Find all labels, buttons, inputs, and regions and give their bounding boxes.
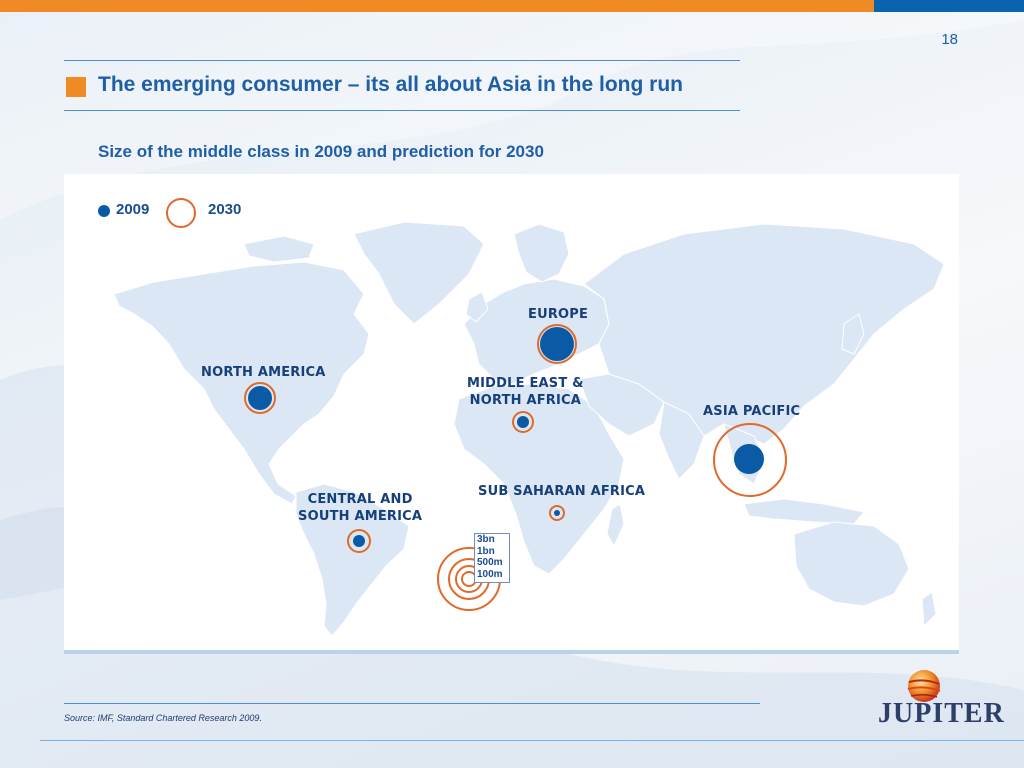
label-mena-line-2: NORTH AFRICA	[469, 393, 582, 408]
scale-legend-box: 3bn 1bn 500m 100m	[474, 533, 510, 583]
scandinavia-shape	[513, 223, 570, 283]
legend-2009-dot-icon	[98, 205, 110, 217]
madagascar-shape	[606, 503, 625, 548]
north-america-2030-ring	[244, 382, 276, 414]
top-bar-orange	[0, 0, 874, 12]
greenland-shape	[353, 221, 485, 325]
india-shape	[658, 401, 705, 480]
scale-label-1bn: 1bn	[477, 545, 495, 557]
africa-shape	[453, 383, 625, 575]
scale-label-500m: 500m	[477, 557, 503, 568]
mena-2009-dot	[517, 416, 529, 428]
source-note: Source: IMF, Standard Chartered Research…	[64, 713, 262, 723]
south-america-shape	[295, 483, 410, 637]
map-panel	[64, 174, 959, 650]
ssa-2030-ring	[549, 505, 565, 521]
label-asia-pacific-line-1: ASIA PACIFIC	[703, 404, 801, 419]
label-north-america: NORTH AMERICA	[201, 364, 326, 381]
europe-shape	[463, 278, 610, 385]
label-europe-line-1: EUROPE	[528, 307, 589, 322]
indonesia-shape	[743, 498, 865, 525]
asia-shape	[583, 223, 945, 445]
jupiter-planet-icon	[907, 670, 941, 702]
japan-shape	[841, 313, 865, 355]
north-america-shape	[113, 261, 370, 505]
label-sub-saharan-africa: SUB SAHARAN AFRICA	[478, 483, 645, 500]
top-bar-blue	[874, 0, 1024, 12]
legend-2009-label: 2009	[116, 201, 150, 218]
title-rule-bottom	[64, 110, 740, 111]
title-rule-top	[64, 60, 740, 61]
legend-2030-ring-icon	[166, 198, 196, 228]
top-accent-bar	[0, 0, 1024, 12]
arctic-islands-shape	[243, 235, 315, 263]
europe-2030-ring	[537, 324, 577, 364]
new-zealand-shape	[921, 591, 937, 628]
north-america-2009-dot	[248, 386, 272, 410]
scale-label-100m: 100m	[477, 568, 503, 580]
asia-pacific-2009-dot	[734, 444, 764, 474]
jupiter-wordmark: JUPITER	[878, 698, 1005, 729]
csa-2030-ring	[347, 529, 371, 553]
label-csa-line-1: CENTRAL AND	[307, 492, 413, 507]
label-csa-line-2: SOUTH AMERICA	[298, 509, 423, 524]
slide-subtitle: Size of the middle class in 2009 and pre…	[98, 142, 544, 161]
ssa-2009-dot	[554, 510, 560, 516]
map-panel-shadow	[64, 650, 959, 654]
europe-2009-dot	[540, 327, 574, 361]
slide-title: The emerging consumer – its all about As…	[98, 73, 683, 96]
footer-rule	[64, 703, 760, 704]
label-ssa-line-1: SUB SAHARAN AFRICA	[478, 484, 646, 499]
bottom-rule	[40, 740, 1024, 741]
label-asia-pacific: ASIA PACIFIC	[703, 403, 800, 420]
label-central-south-america: CENTRAL AND SOUTH AMERICA	[298, 491, 422, 525]
label-mena-line-1: MIDDLE EAST &	[467, 376, 584, 391]
mena-2030-ring	[512, 411, 534, 433]
asia-pacific-2030-ring	[713, 423, 787, 497]
scale-label-3bn: 3bn	[477, 534, 495, 545]
title-bullet-square	[66, 77, 86, 97]
jupiter-logo: JUPITER	[872, 668, 1012, 732]
csa-2009-dot	[353, 535, 365, 547]
page-number: 18	[941, 31, 958, 48]
legend-2030-label: 2030	[208, 201, 242, 218]
british-isles-shape	[465, 291, 489, 323]
world-map	[113, 221, 945, 637]
label-europe: EUROPE	[528, 306, 588, 323]
label-north-america-line-1: NORTH AMERICA	[201, 365, 326, 380]
australia-shape	[793, 521, 910, 607]
label-middle-east-north-africa: MIDDLE EAST & NORTH AFRICA	[467, 375, 584, 409]
